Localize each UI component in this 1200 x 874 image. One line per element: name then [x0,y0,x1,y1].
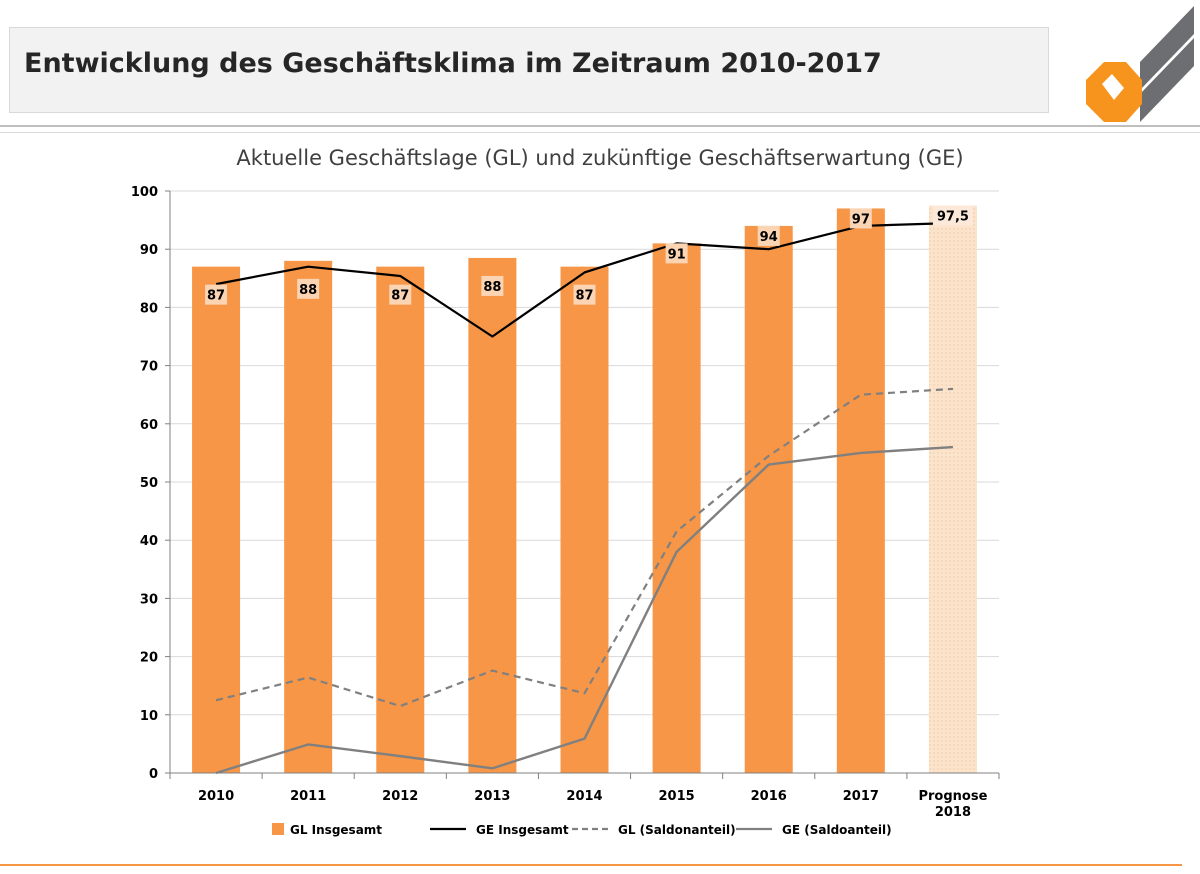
x-tick-label: 2010 [198,789,234,804]
ge-saldoanteil-line [215,445,954,775]
bar [744,225,793,774]
data-label-bg [849,208,872,229]
data-label-bg [573,284,596,305]
data-label-bg [205,284,228,305]
y-tick-label: 50 [140,476,158,491]
data-label-bg [757,225,780,246]
x-tick-label: 2011 [290,789,326,804]
y-tick-label: 10 [140,709,158,724]
x-tick-label: 2016 [751,789,787,804]
data-label: 94 [760,230,778,245]
bar [560,266,609,773]
x-tick-label: Prognose [918,789,987,804]
data-label-bg [665,243,688,264]
data-label-bg [297,278,320,299]
legend-label: GE Insgesamt [476,823,569,837]
chart: Aktuelle Geschäftslage (GL) und zukünfti… [131,146,1000,837]
data-label: 91 [668,247,686,262]
bar [652,243,701,773]
data-label: 97 [852,212,870,227]
data-label-bg [481,275,504,296]
x-tick-label: 2013 [474,789,510,804]
y-tick-label: 100 [131,185,158,200]
x-tick-label: 2018 [935,805,971,820]
data-label: 88 [299,283,317,298]
legend-label: GL (Saldonanteil) [618,823,736,837]
x-tick-label: 2017 [843,789,879,804]
data-label: 88 [483,280,501,295]
page-title: Entwicklung des Geschäftsklima im Zeitra… [24,48,882,79]
y-tick-label: 80 [140,301,158,316]
title-bar: Entwicklung des Geschäftsklima im Zeitra… [9,27,1049,113]
header-divider [0,125,1200,127]
forecast-bar [928,205,977,774]
y-tick-label: 0 [149,767,158,782]
y-tick-label: 30 [140,592,158,607]
y-tick-label: 40 [140,534,158,549]
data-label: 87 [207,289,225,304]
data-label-bg [389,284,412,305]
chart-title: Aktuelle Geschäftslage (GL) und zukünfti… [236,146,963,170]
data-label: 87 [575,289,593,304]
bar [284,260,333,774]
data-label: 97,5 [937,210,969,225]
y-tick-label: 60 [140,418,158,433]
y-tick-label: 90 [140,243,158,258]
x-tick-label: 2014 [566,789,602,804]
bar [376,266,425,773]
gl-saldonanteil-line [215,387,954,708]
header-divider-thin [0,132,1200,133]
bar [836,208,885,774]
data-label-bg [932,205,973,226]
y-tick-label: 20 [140,651,158,666]
x-tick-label: 2012 [382,789,418,804]
bar [468,257,517,773]
legend-swatch-bar [272,823,284,835]
company-logo-icon [1086,6,1194,122]
x-tick-label: 2015 [659,789,695,804]
bar [192,266,241,773]
legend-label: GE (Saldoanteil) [782,823,892,837]
footer-rule [0,864,1182,866]
data-label: 87 [391,289,409,304]
legend-label: GL Insgesamt [290,823,382,837]
ge-insgesamt-line [215,221,953,338]
y-tick-label: 70 [140,360,158,375]
